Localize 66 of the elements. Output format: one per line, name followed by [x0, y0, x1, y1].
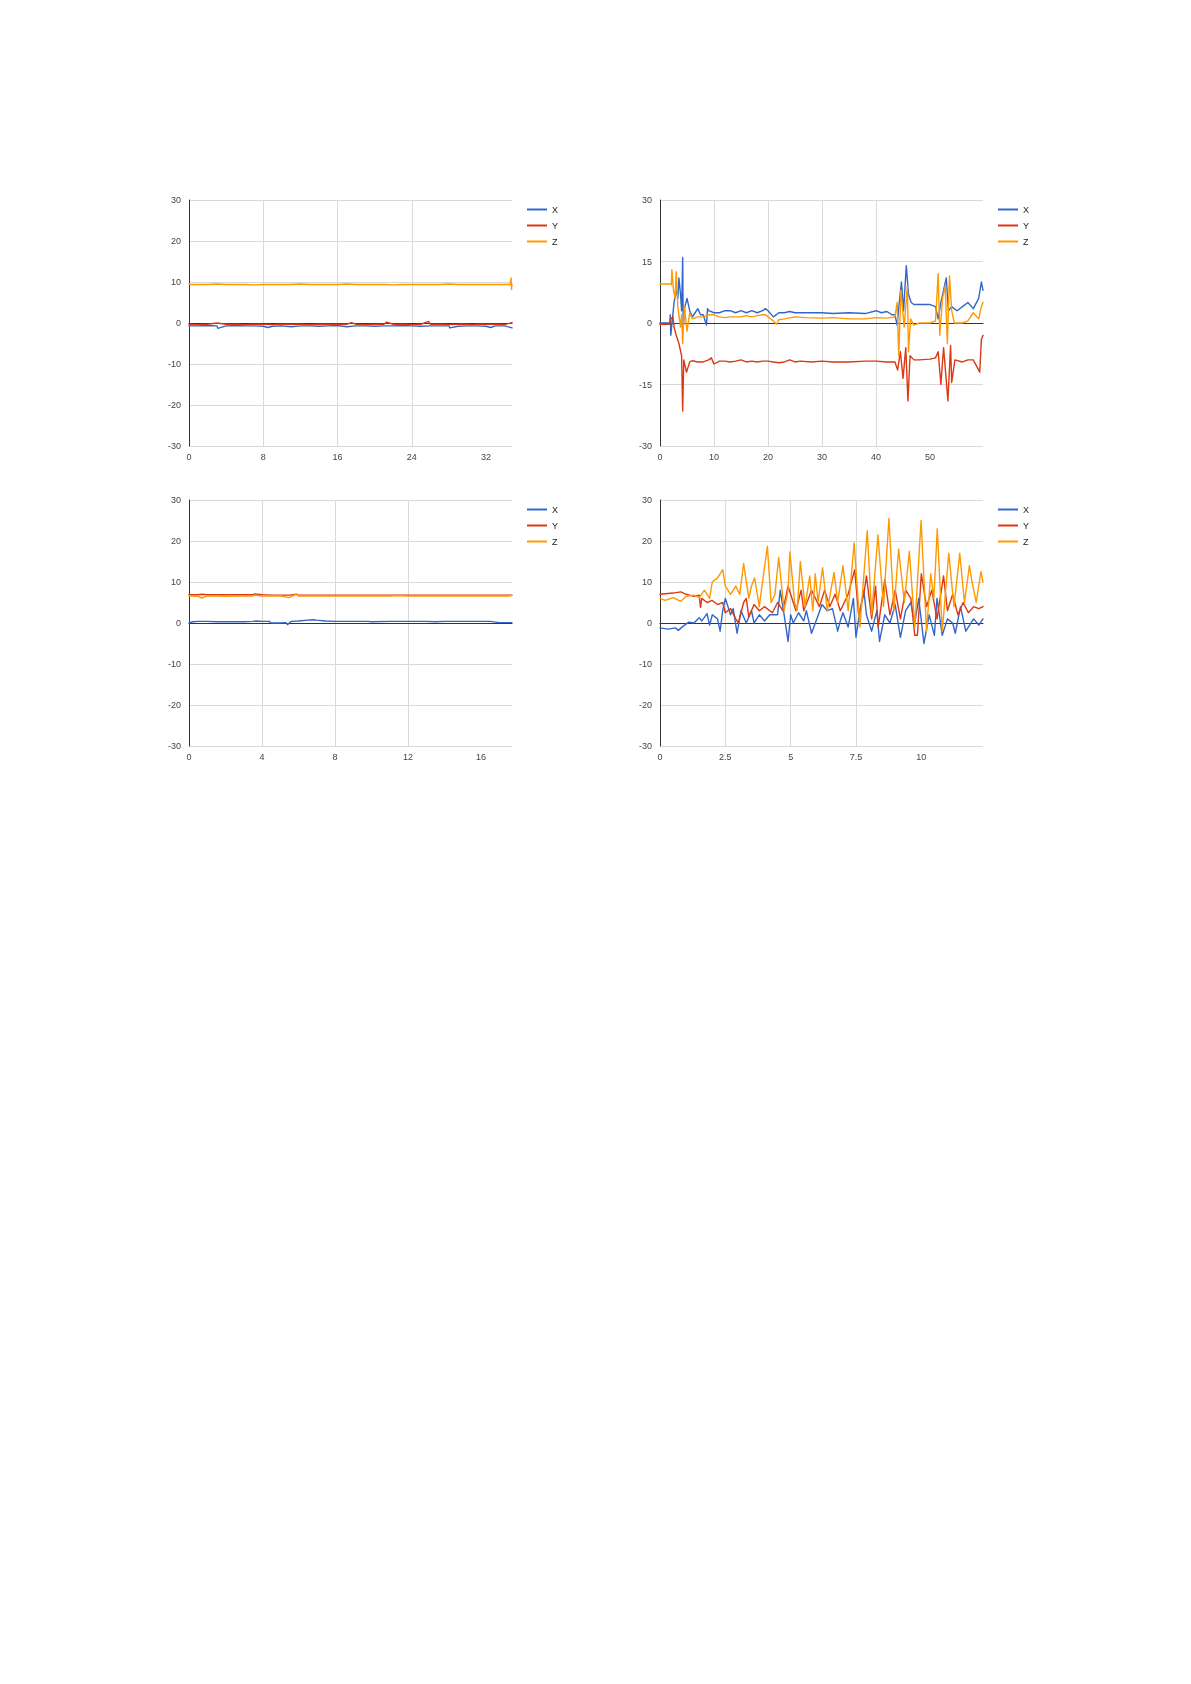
- y-tick-label: 20: [170, 536, 181, 546]
- y-tick-label: 30: [170, 195, 181, 205]
- y-tick-label: -10: [167, 359, 181, 369]
- line-series: [659, 569, 984, 636]
- x-tick-label: 30: [817, 451, 828, 462]
- legend-label: Y: [1023, 520, 1030, 531]
- x-tick-label: 32: [481, 451, 492, 462]
- x-tick-label: 20: [763, 451, 774, 462]
- y-tick-label: -30: [638, 741, 652, 751]
- legend-label: Z: [1023, 236, 1029, 247]
- y-tick-label: -30: [167, 441, 181, 451]
- y-tick-label: 20: [170, 236, 181, 246]
- line-series: [659, 517, 984, 632]
- y-tick-label: 0: [175, 318, 181, 328]
- legend-label: Z: [552, 236, 558, 247]
- x-tick-label: 8: [332, 751, 338, 762]
- line-series: [188, 277, 513, 291]
- line-series: [659, 316, 984, 412]
- x-tick-label: 40: [871, 451, 882, 462]
- y-tick-label: -20: [638, 700, 652, 710]
- legend-label: Y: [552, 520, 559, 531]
- x-tick-label: 5: [788, 751, 794, 762]
- x-tick-label: 0: [657, 751, 663, 762]
- x-tick-label: 16: [332, 451, 343, 462]
- x-tick-label: 8: [260, 451, 266, 462]
- legend-label: Z: [552, 536, 558, 547]
- x-tick-label: 16: [475, 751, 486, 762]
- y-tick-label: 30: [641, 195, 652, 205]
- y-tick-label: -30: [638, 441, 652, 451]
- x-tick-label: 24: [406, 451, 417, 462]
- y-tick-label: 20: [641, 536, 652, 546]
- line-series: [659, 589, 984, 645]
- legend-label: Z: [1023, 536, 1029, 547]
- legend-label: X: [552, 204, 559, 215]
- y-tick-label: 30: [170, 495, 181, 505]
- y-tick-label: -15: [638, 379, 652, 390]
- x-tick-label: 2.5: [719, 751, 732, 762]
- legend-label: Y: [552, 220, 559, 231]
- legend-label: Y: [1023, 220, 1030, 231]
- y-tick-label: -10: [638, 659, 652, 669]
- y-tick-label: 0: [646, 618, 652, 628]
- y-tick-label: 15: [641, 256, 652, 267]
- x-tick-label: 4: [259, 751, 265, 762]
- y-tick-label: 30: [641, 495, 652, 505]
- x-tick-label: 0: [657, 451, 663, 462]
- x-tick-label: 12: [402, 751, 413, 762]
- line-series: [659, 269, 984, 357]
- legend-label: X: [1023, 504, 1030, 515]
- y-tick-label: 10: [170, 577, 181, 587]
- legend-label: X: [552, 504, 559, 515]
- x-tick-label: 0: [186, 751, 192, 762]
- y-tick-label: 10: [641, 577, 652, 587]
- legend-label: X: [1023, 204, 1030, 215]
- line-series: [659, 256, 984, 336]
- x-tick-label: 7.5: [849, 751, 863, 762]
- y-tick-label: -30: [167, 741, 181, 751]
- y-tick-label: 0: [646, 318, 652, 328]
- x-tick-label: 10: [709, 451, 720, 462]
- x-tick-label: 0: [186, 451, 192, 462]
- y-tick-label: 0: [175, 618, 181, 628]
- x-tick-label: 10: [916, 751, 927, 762]
- y-tick-label: -20: [167, 400, 181, 410]
- y-tick-label: -20: [167, 700, 181, 710]
- y-tick-label: -10: [167, 659, 181, 669]
- y-tick-label: 10: [170, 277, 181, 287]
- x-tick-label: 50: [925, 451, 936, 462]
